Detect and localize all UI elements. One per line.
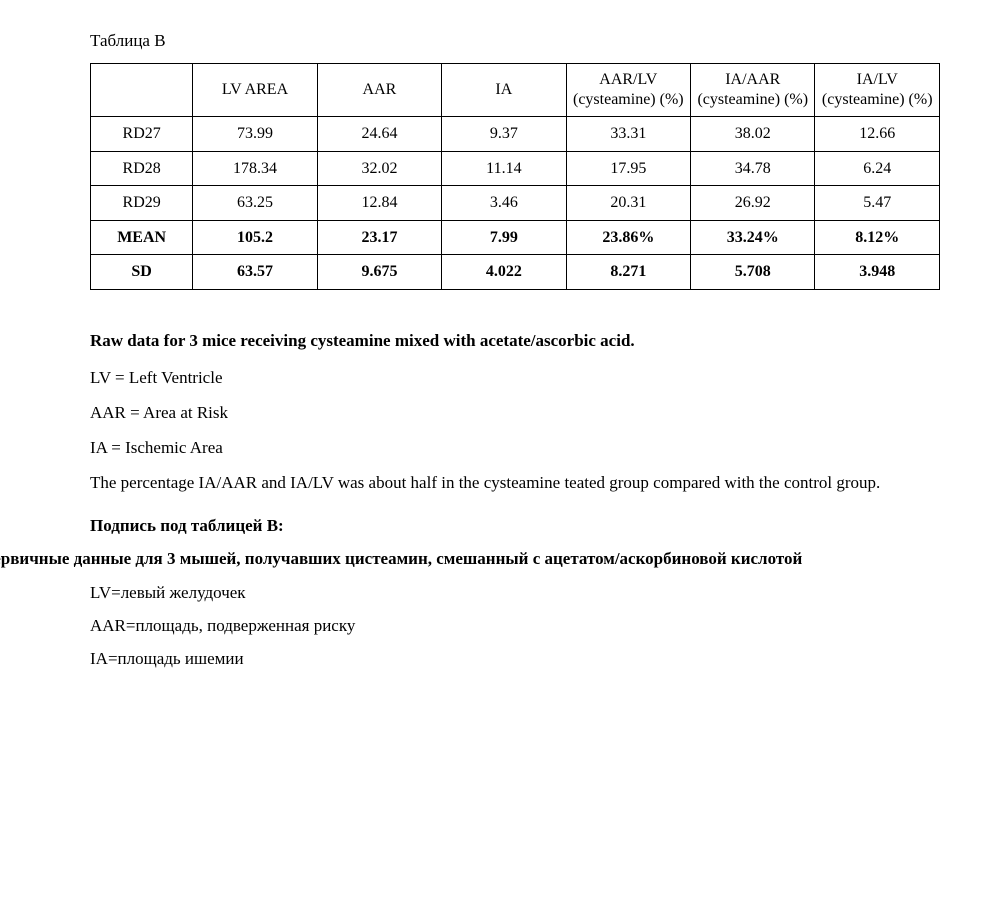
- row-label: RD28: [91, 151, 193, 186]
- table-cell: 73.99: [193, 116, 317, 151]
- table-row: RD2963.2512.843.4620.3126.925.47: [91, 186, 940, 221]
- col-header: IA/LV (cysteamine) (%): [815, 63, 940, 116]
- col-header: [91, 63, 193, 116]
- table-row: SD63.579.6754.0228.2715.7083.948: [91, 255, 940, 290]
- table-row: RD2773.9924.649.3733.3138.0212.66: [91, 116, 940, 151]
- table-row: RD28178.3432.0211.1417.9534.786.24: [91, 151, 940, 186]
- definition-item: LV=левый желудочек: [90, 582, 940, 605]
- data-table: LV AREA AAR IA AAR/LV (cysteamine) (%) I…: [90, 63, 940, 290]
- col-header: LV AREA: [193, 63, 317, 116]
- table-cell: 5.47: [815, 186, 940, 221]
- table-cell: 12.66: [815, 116, 940, 151]
- table-cell: 5.708: [691, 255, 815, 290]
- definition-item: IA=площадь ишемии: [90, 648, 940, 671]
- table-cell: 8.271: [566, 255, 690, 290]
- table-cell: 23.86%: [566, 220, 690, 255]
- table-cell: 63.57: [193, 255, 317, 290]
- ru-paragraph: Первичные данные для 3 мышей, получавших…: [35, 548, 940, 571]
- section-title-en: Raw data for 3 mice receiving cysteamine…: [90, 330, 940, 353]
- table-cell: 4.022: [442, 255, 566, 290]
- col-header: IA/AAR (cysteamine) (%): [691, 63, 815, 116]
- table-cell: 32.02: [317, 151, 441, 186]
- definition-item: LV = Left Ventricle: [90, 367, 940, 390]
- row-label: MEAN: [91, 220, 193, 255]
- table-cell: 6.24: [815, 151, 940, 186]
- col-header: AAR: [317, 63, 441, 116]
- table-cell: 7.99: [442, 220, 566, 255]
- table-cell: 3.46: [442, 186, 566, 221]
- table-cell: 20.31: [566, 186, 690, 221]
- row-label: SD: [91, 255, 193, 290]
- table-cell: 33.24%: [691, 220, 815, 255]
- definition-item: AAR = Area at Risk: [90, 402, 940, 425]
- col-header: IA: [442, 63, 566, 116]
- table-title: Таблица В: [90, 30, 940, 53]
- table-cell: 178.34: [193, 151, 317, 186]
- table-cell: 33.31: [566, 116, 690, 151]
- definitions-en: LV = Left Ventricle AAR = Area at Risk I…: [90, 367, 940, 460]
- table-cell: 63.25: [193, 186, 317, 221]
- definition-item: AAR=площадь, подверженная риску: [90, 615, 940, 638]
- paragraph-en: The percentage IA/AAR and IA/LV was abou…: [90, 472, 940, 495]
- table-cell: 23.17: [317, 220, 441, 255]
- row-label: RD27: [91, 116, 193, 151]
- table-cell: 11.14: [442, 151, 566, 186]
- row-label: RD29: [91, 186, 193, 221]
- definitions-ru: LV=левый желудочек AAR=площадь, подверже…: [90, 582, 940, 671]
- ru-heading: Подпись под таблицей В:: [90, 515, 940, 538]
- definition-item: IA = Ischemic Area: [90, 437, 940, 460]
- table-cell: 9.37: [442, 116, 566, 151]
- table-cell: 38.02: [691, 116, 815, 151]
- table-cell: 12.84: [317, 186, 441, 221]
- table-cell: 17.95: [566, 151, 690, 186]
- table-cell: 24.64: [317, 116, 441, 151]
- table-cell: 26.92: [691, 186, 815, 221]
- table-header-row: LV AREA AAR IA AAR/LV (cysteamine) (%) I…: [91, 63, 940, 116]
- table-cell: 9.675: [317, 255, 441, 290]
- table-cell: 8.12%: [815, 220, 940, 255]
- table-row: MEAN105.223.177.9923.86%33.24%8.12%: [91, 220, 940, 255]
- table-cell: 34.78: [691, 151, 815, 186]
- col-header: AAR/LV (cysteamine) (%): [566, 63, 690, 116]
- table-cell: 105.2: [193, 220, 317, 255]
- table-cell: 3.948: [815, 255, 940, 290]
